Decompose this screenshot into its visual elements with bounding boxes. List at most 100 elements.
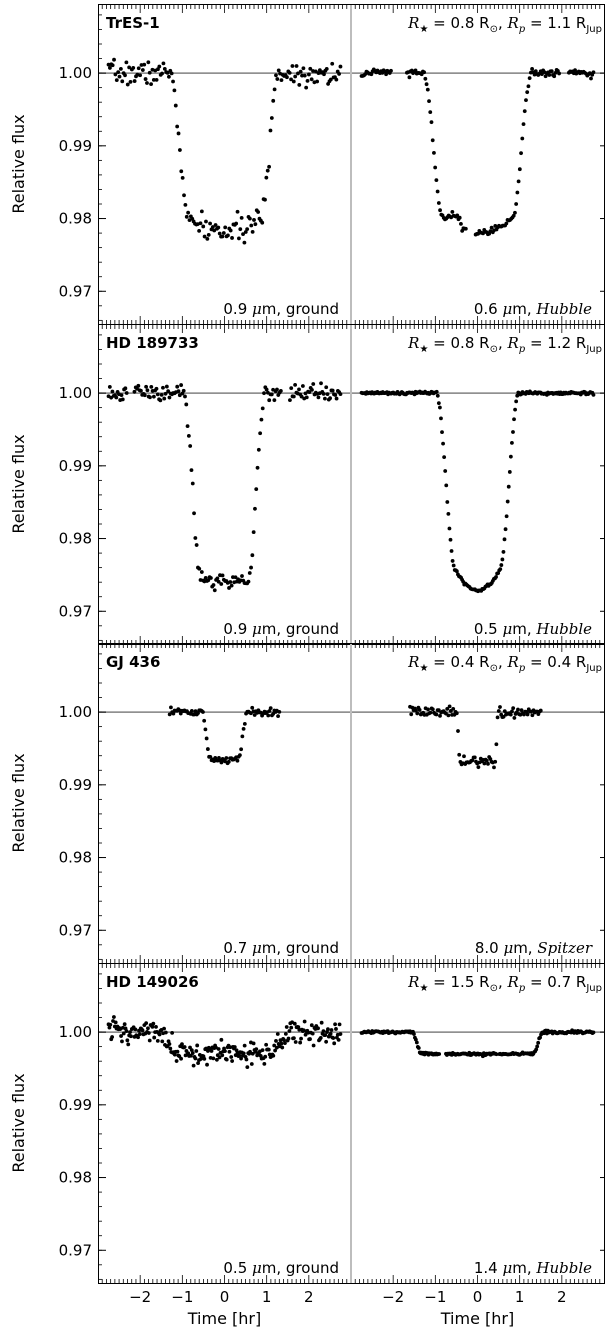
data-point	[190, 481, 195, 486]
y-tick-label: 0.98	[59, 849, 92, 867]
data-point	[174, 1059, 179, 1063]
data-point	[269, 392, 274, 397]
data-point	[191, 1063, 196, 1068]
data-point	[201, 710, 205, 714]
data-point	[297, 83, 302, 87]
data-point	[202, 234, 207, 239]
light-curve-right	[359, 67, 596, 237]
data-point	[226, 233, 230, 238]
data-point	[510, 440, 514, 445]
data-point	[172, 88, 177, 93]
data-point	[183, 394, 187, 399]
data-point	[316, 1026, 320, 1031]
data-point	[118, 66, 123, 71]
data-point	[330, 61, 335, 66]
data-point	[190, 1051, 195, 1056]
data-point	[267, 164, 271, 169]
light-curve-left	[167, 705, 282, 766]
data-point	[274, 73, 278, 78]
data-point	[470, 758, 475, 763]
data-point	[332, 1041, 337, 1046]
data-point	[128, 1030, 132, 1035]
data-point	[254, 487, 259, 492]
data-point	[547, 73, 552, 77]
data-point	[530, 713, 535, 718]
data-point	[389, 68, 393, 73]
data-point	[271, 1053, 276, 1058]
y-axis-title: Relative flux	[9, 114, 28, 213]
data-point	[181, 388, 186, 393]
data-point	[179, 1056, 183, 1061]
data-point	[308, 66, 313, 71]
data-point	[280, 1045, 285, 1050]
data-point	[266, 1047, 271, 1052]
data-point	[451, 563, 456, 568]
data-point	[188, 1045, 192, 1050]
data-point	[140, 1028, 145, 1033]
data-point	[384, 72, 388, 77]
data-point	[423, 76, 428, 81]
y-axis-title: Relative flux	[9, 434, 28, 533]
data-point	[213, 223, 218, 227]
panel-hd-149026: 1.00 0.99 0.98 0.97 Relative flux HD 149026 R★…	[9, 963, 605, 1284]
data-point	[157, 64, 162, 69]
data-point	[442, 455, 447, 459]
data-point	[154, 1024, 158, 1029]
data-point	[416, 1046, 421, 1050]
data-point	[184, 402, 189, 407]
data-point	[323, 396, 327, 401]
data-point	[313, 69, 318, 74]
data-point	[193, 536, 198, 540]
data-point	[498, 567, 503, 572]
data-point	[436, 401, 441, 406]
y-tick-label: 0.98	[59, 530, 92, 548]
y-tick-label: 0.99	[59, 137, 92, 155]
data-point	[211, 583, 216, 587]
data-point	[293, 74, 298, 79]
data-point	[414, 708, 418, 713]
data-point	[183, 203, 188, 207]
data-point	[142, 393, 147, 398]
data-point	[114, 78, 119, 82]
data-point	[505, 499, 510, 504]
data-point	[143, 77, 148, 81]
data-point	[139, 388, 143, 393]
data-point	[455, 213, 460, 218]
data-point	[228, 580, 233, 584]
data-point	[495, 715, 500, 720]
data-point	[515, 393, 520, 398]
data-point	[120, 1039, 124, 1044]
data-point	[430, 707, 435, 712]
data-point	[319, 381, 323, 386]
data-point	[276, 68, 281, 73]
data-point	[286, 1036, 291, 1041]
data-point	[276, 714, 280, 719]
data-point	[157, 1032, 162, 1037]
star-planet-params: R★ = 1.5 R⊙, Rp = 0.7 RJup	[407, 973, 602, 994]
data-point	[211, 1056, 216, 1061]
data-point	[144, 1021, 149, 1026]
data-point	[321, 1029, 326, 1033]
data-point	[235, 758, 240, 763]
data-point	[242, 240, 247, 245]
data-point	[140, 68, 145, 72]
data-point	[238, 227, 243, 232]
data-point	[197, 566, 202, 571]
data-point	[434, 389, 439, 394]
data-point	[206, 578, 211, 583]
data-point	[108, 66, 112, 70]
data-point	[288, 398, 292, 402]
data-point	[242, 722, 247, 726]
data-point	[262, 391, 266, 396]
light-curve-right	[408, 704, 543, 770]
data-point	[435, 189, 440, 194]
data-point	[125, 1038, 130, 1043]
data-point	[136, 1035, 140, 1040]
data-point	[124, 1029, 129, 1033]
data-point	[136, 66, 141, 71]
data-point	[302, 73, 307, 78]
data-point	[407, 75, 412, 80]
data-point	[110, 63, 115, 68]
data-point	[296, 71, 300, 76]
y-tick-label: 1.00	[59, 703, 92, 721]
